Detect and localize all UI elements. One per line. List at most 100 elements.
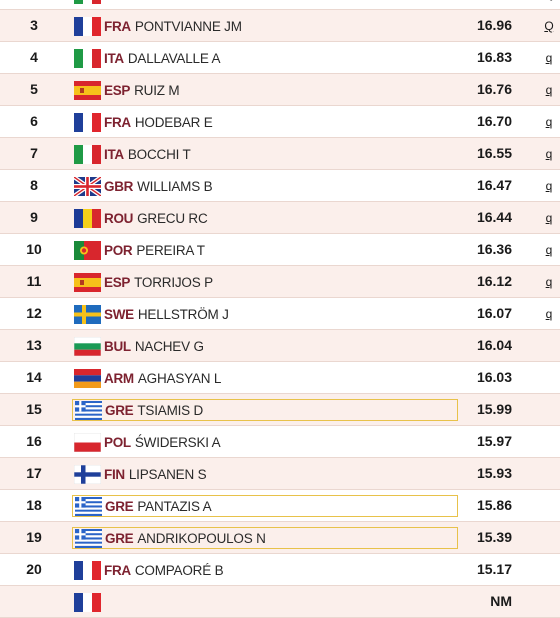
country-code: BUL <box>104 338 131 354</box>
rank-cell: 15 <box>26 401 42 417</box>
country-code: FRA <box>104 114 131 130</box>
qualification-link[interactable]: q <box>545 51 553 65</box>
athlete-name: LIPSANEN S <box>128 466 207 482</box>
table-row[interactable]: 8 GBR WILLIAMS B 16.47 q <box>0 170 560 202</box>
flag-gr-icon <box>75 528 105 548</box>
table-row[interactable]: 2 ITA IHEMEJE E 17.26 Q <box>0 0 560 10</box>
athlete-name: AGHASYAN L <box>137 370 222 386</box>
rank-cell: 2 <box>10 0 58 9</box>
athlete-name: PONTVIANNE JM <box>134 18 242 34</box>
athlete-name: HELLSTRÖM J <box>137 306 229 322</box>
athlete-name: PEREIRA T <box>136 242 205 258</box>
athlete-cell[interactable]: GRE TSIAMIS D <box>72 399 458 421</box>
country-code: FRA <box>104 562 131 578</box>
athlete-name: TORRIJOS P <box>134 274 213 290</box>
rank-cell: 3 <box>30 17 38 33</box>
flag-bg-icon <box>74 336 104 356</box>
athlete-name: IHEMEJE E <box>128 0 198 2</box>
qualification-link[interactable]: q <box>545 115 553 129</box>
qualification-link[interactable]: q <box>545 147 553 161</box>
country-code: FRA <box>104 18 131 34</box>
flag-pl-icon <box>74 432 104 452</box>
qualification-link[interactable]: Q <box>543 0 555 9</box>
table-row[interactable]: 4 ITA DALLAVALLE A 16.83 q <box>0 42 560 74</box>
athlete-cell[interactable]: GBR WILLIAMS B <box>74 175 458 197</box>
country-code: FIN <box>104 466 125 482</box>
flag-es-icon <box>74 272 104 292</box>
athlete-cell[interactable]: POL ŚWIDERSKI A <box>74 431 458 453</box>
qualification-link[interactable]: q <box>545 179 553 193</box>
table-row[interactable]: NM <box>0 586 560 618</box>
table-row[interactable]: 7 ITA BOCCHI T 16.55 q <box>0 138 560 170</box>
flag-pt-icon <box>74 240 104 260</box>
athlete-name: ANDRIKOPOULOS N <box>137 530 266 546</box>
athlete-cell[interactable]: FRA COMPAORÉ B <box>74 559 458 581</box>
table-row[interactable]: 13 BUL NACHEV G 16.04 <box>0 330 560 362</box>
table-row[interactable]: 6 FRA HODEBAR E 16.70 q <box>0 106 560 138</box>
table-row[interactable]: 14 ARM AGHASYAN L 16.03 <box>0 362 560 394</box>
athlete-cell[interactable]: ITA DALLAVALLE A <box>74 47 458 69</box>
athlete-cell[interactable]: ROU GRECU RC <box>74 207 458 229</box>
table-row[interactable]: 15 GRE TSIAMIS D 15.99 <box>0 394 560 426</box>
athlete-cell[interactable] <box>74 591 458 613</box>
athlete-cell[interactable]: FRA PONTVIANNE JM <box>74 15 458 37</box>
qualification-link <box>543 458 555 489</box>
flag-am-icon <box>74 368 104 388</box>
mark-cell: 15.97 <box>476 433 512 449</box>
athlete-cell[interactable]: ESP RUIZ M <box>74 79 458 101</box>
flag-it-icon <box>74 144 104 164</box>
country-code: POL <box>104 434 131 450</box>
country-code: GRE <box>105 402 134 418</box>
athlete-cell[interactable]: POR PEREIRA T <box>74 239 458 261</box>
qualification-link <box>543 522 555 553</box>
athlete-cell[interactable]: ARM AGHASYAN L <box>74 367 458 389</box>
mark-cell: 16.70 <box>476 113 512 129</box>
qualification-link[interactable]: q <box>545 83 553 97</box>
table-row[interactable]: 10 POR PEREIRA T 16.36 q <box>0 234 560 266</box>
flag-fi-icon <box>74 464 104 484</box>
qualification-link[interactable]: q <box>545 307 553 321</box>
flag-se-icon <box>74 304 104 324</box>
table-row[interactable]: 17 FIN LIPSANEN S 15.93 <box>0 458 560 490</box>
athlete-cell[interactable]: FRA HODEBAR E <box>74 111 458 133</box>
country-code: GBR <box>104 178 134 194</box>
flag-ro-icon <box>74 208 104 228</box>
country-code: SWE <box>104 306 134 322</box>
athlete-name: HODEBAR E <box>134 114 213 130</box>
mark-cell: 15.17 <box>476 561 512 577</box>
rank-cell: 4 <box>30 49 38 65</box>
qualification-link[interactable]: q <box>545 275 553 289</box>
table-row[interactable]: 12 SWE HELLSTRÖM J 16.07 q <box>0 298 560 330</box>
rank-cell: 8 <box>30 177 38 193</box>
athlete-cell[interactable]: ITA IHEMEJE E <box>74 0 458 5</box>
country-code: ESP <box>104 274 131 290</box>
table-row[interactable]: 9 ROU GRECU RC 16.44 q <box>0 202 560 234</box>
mark-cell: NM <box>490 593 512 609</box>
table-row[interactable]: 19 GRE ANDRIKOPOULOS N 15.39 <box>0 522 560 554</box>
table-row[interactable]: 20 FRA COMPAORÉ B 15.17 <box>0 554 560 586</box>
flag-fr-icon <box>74 560 104 580</box>
athlete-cell[interactable]: BUL NACHEV G <box>74 335 458 357</box>
qualification-link[interactable]: Q <box>544 19 554 33</box>
mark-cell: 15.99 <box>476 401 512 417</box>
table-row[interactable]: 5 ESP RUIZ M 16.76 q <box>0 74 560 106</box>
rank-cell: 16 <box>26 433 42 449</box>
qualification-link[interactable]: q <box>545 243 553 257</box>
athlete-cell[interactable]: ITA BOCCHI T <box>74 143 458 165</box>
table-row[interactable]: 18 GRE PANTAZIS A 15.86 <box>0 490 560 522</box>
athlete-name: NACHEV G <box>134 338 204 354</box>
table-row[interactable]: 16 POL ŚWIDERSKI A 15.97 <box>0 426 560 458</box>
athlete-cell[interactable]: FIN LIPSANEN S <box>74 463 458 485</box>
athlete-cell[interactable]: GRE ANDRIKOPOULOS N <box>72 527 458 549</box>
flag-es-icon <box>74 80 104 100</box>
table-row[interactable]: 11 ESP TORRIJOS P 16.12 q <box>0 266 560 298</box>
qualification-link <box>543 394 555 425</box>
athlete-cell[interactable]: GRE PANTAZIS A <box>72 495 458 517</box>
athlete-name: RUIZ M <box>134 82 180 98</box>
athlete-cell[interactable]: ESP TORRIJOS P <box>74 271 458 293</box>
table-row[interactable]: 3 FRA PONTVIANNE JM 16.96 Q <box>0 10 560 42</box>
rank-cell: 5 <box>30 81 38 97</box>
qualification-link[interactable]: q <box>545 211 553 225</box>
athlete-cell[interactable]: SWE HELLSTRÖM J <box>74 303 458 325</box>
